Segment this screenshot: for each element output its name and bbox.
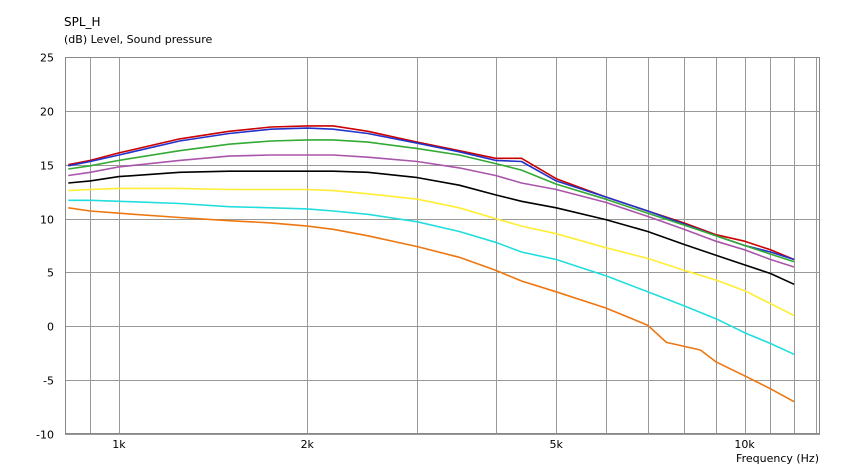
y-tick-label: 20 xyxy=(40,106,54,119)
plot-frame xyxy=(65,57,820,434)
series-line-1 xyxy=(68,125,795,261)
series-line-2 xyxy=(68,127,795,261)
x-tick-label: 5k xyxy=(550,438,564,451)
series-line-3 xyxy=(68,139,795,263)
series-line-6 xyxy=(68,187,795,317)
y-tick-label: 5 xyxy=(47,267,54,280)
tick-labels: 25 20 15 10 5 0 -5 -10 1k 2k 5k 10k xyxy=(36,52,755,452)
series-line-8 xyxy=(68,207,795,403)
x-axis-label: Frequency (Hz) xyxy=(736,452,819,465)
y-tick-label: -5 xyxy=(43,375,54,388)
series-line-5 xyxy=(68,170,795,286)
y-tick-label: 10 xyxy=(40,214,54,227)
series-line-7 xyxy=(68,199,795,356)
y-tick-label: 0 xyxy=(47,321,54,334)
y-tick-label: -10 xyxy=(36,429,54,442)
chart-title: SPL_H xyxy=(64,15,101,29)
grid xyxy=(65,57,820,435)
x-tick-label: 2k xyxy=(301,438,315,451)
x-tick-label: 1k xyxy=(112,438,126,451)
series-line-4 xyxy=(68,154,795,268)
series-lines xyxy=(68,125,795,403)
y-tick-label: 15 xyxy=(40,160,54,173)
y-axis-label: (dB) Level, Sound pressure xyxy=(64,33,213,46)
x-tick-label: 10k xyxy=(734,438,755,451)
y-tick-label: 25 xyxy=(40,52,54,65)
